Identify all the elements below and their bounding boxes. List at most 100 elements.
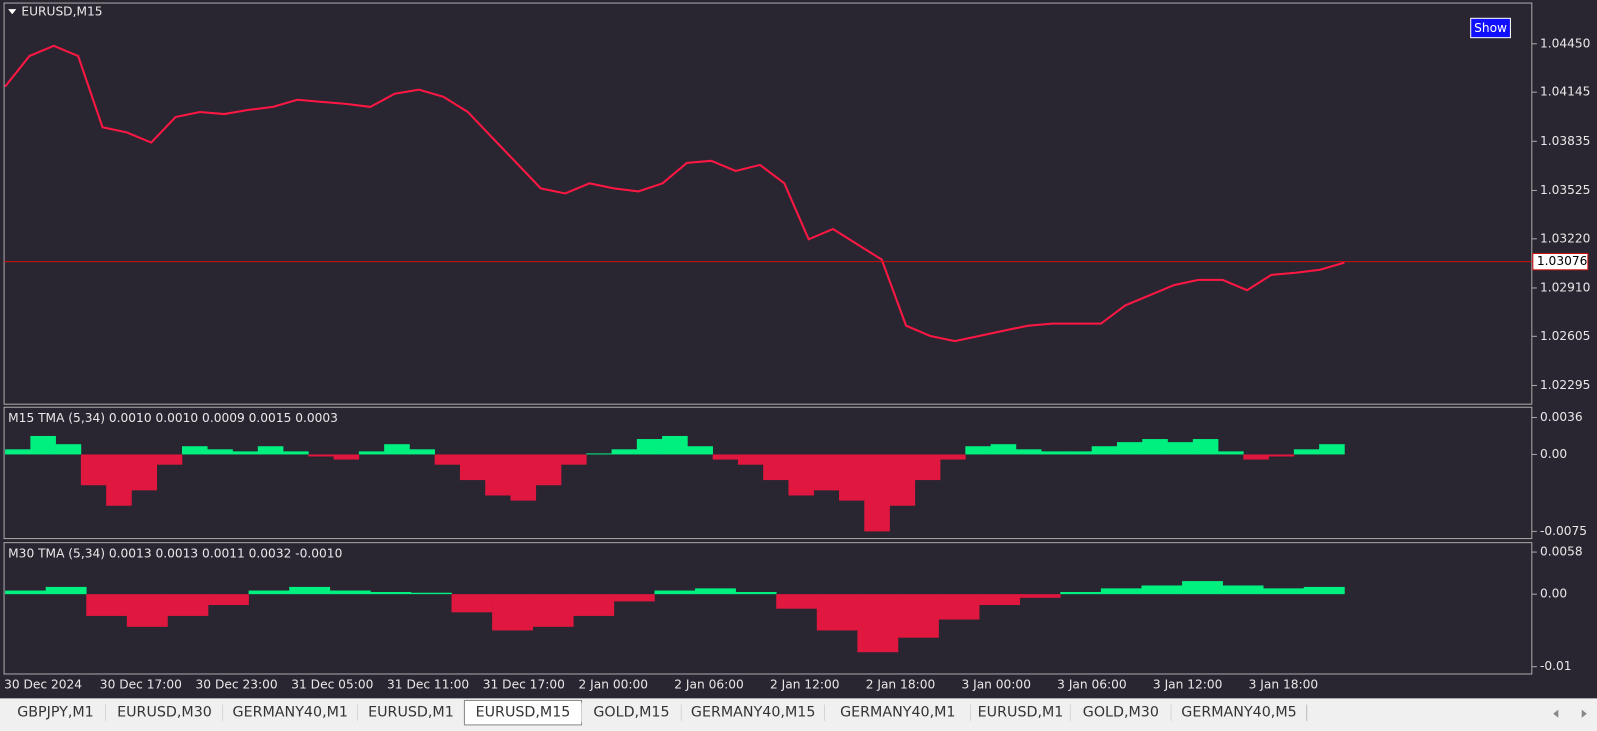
y-tick-label: 0.00 xyxy=(1540,447,1567,461)
histogram-bar xyxy=(990,444,1017,455)
time-label: 31 Dec 17:00 xyxy=(483,678,565,692)
histogram-bar xyxy=(979,594,1021,606)
histogram-bar xyxy=(55,444,82,455)
histogram-bar xyxy=(248,590,290,595)
histogram-bar xyxy=(914,454,941,481)
show-button[interactable] xyxy=(1470,17,1511,39)
tab-label[interactable]: GERMANY40,M15 xyxy=(691,705,815,721)
histogram-bar xyxy=(561,454,587,465)
histogram-bar xyxy=(532,594,574,627)
tab-label[interactable]: GERMANY40,M5 xyxy=(1181,705,1296,721)
histogram-bar xyxy=(1066,451,1093,455)
histogram-bar xyxy=(712,454,739,460)
show-button-label[interactable]: Show xyxy=(1474,21,1507,35)
tab-label[interactable]: EURUSD,M30 xyxy=(117,705,212,721)
tab[interactable] xyxy=(463,699,583,726)
time-label: 3 Jan 06:00 xyxy=(1057,678,1127,692)
time-label: 3 Jan 12:00 xyxy=(1153,678,1223,692)
time-label: 30 Dec 23:00 xyxy=(196,678,278,692)
y-tick-label: 1.02295 xyxy=(1540,378,1590,392)
histogram-bar xyxy=(1222,585,1264,595)
tab-label[interactable]: GERMANY40,M1 xyxy=(840,705,955,721)
histogram-bar xyxy=(5,590,46,595)
histogram-bar xyxy=(370,591,412,595)
y-tick-label: 1.03525 xyxy=(1540,183,1590,197)
current-price-label: 1.03076 xyxy=(1537,254,1587,268)
histogram-bar xyxy=(1167,442,1194,455)
tab[interactable] xyxy=(824,702,971,723)
time-label: 31 Dec 11:00 xyxy=(387,678,469,692)
histogram-bar xyxy=(1041,451,1067,455)
tab[interactable] xyxy=(5,702,106,723)
histogram-bar xyxy=(654,590,696,595)
histogram-bar xyxy=(289,586,331,595)
histogram-bar xyxy=(329,590,371,595)
histogram-bar xyxy=(30,435,56,455)
y-tick-label: -0.0075 xyxy=(1540,524,1587,538)
tab[interactable] xyxy=(970,702,1071,723)
histogram-bar xyxy=(451,594,493,613)
histogram-bar xyxy=(1243,454,1269,460)
histogram-bar xyxy=(86,594,128,616)
histogram-bar xyxy=(1116,442,1143,455)
tab-label[interactable]: GOLD,M15 xyxy=(593,705,669,721)
time-label: 30 Dec 17:00 xyxy=(100,678,182,692)
time-label: 2 Jan 00:00 xyxy=(579,678,649,692)
tab-label[interactable]: EURUSD,M15 xyxy=(476,705,571,721)
histogram-bar xyxy=(492,594,534,631)
collapse-icon[interactable] xyxy=(8,9,17,15)
main-panel xyxy=(3,2,1533,405)
histogram-bar xyxy=(358,451,385,455)
tabs: GBPJPY,M1 EURUSD,M30 GERMANY40,M1 EURUSD,M1… xyxy=(5,699,1308,726)
histogram-bar xyxy=(788,454,815,496)
histogram-bar xyxy=(131,454,158,491)
tab-label[interactable]: GOLD,M30 xyxy=(1083,705,1159,721)
time-label: 2 Jan 18:00 xyxy=(866,678,936,692)
histogram-bar xyxy=(1319,444,1345,455)
histogram-bar xyxy=(384,444,410,455)
y-tick-label: 1.03220 xyxy=(1540,231,1590,245)
y-tick-label: 1.03835 xyxy=(1540,134,1590,148)
tab[interactable] xyxy=(223,702,358,723)
histogram-bar xyxy=(857,594,899,653)
histogram-bar xyxy=(864,454,890,532)
histogram-bar xyxy=(940,454,966,460)
tab[interactable] xyxy=(581,702,682,723)
indicator-panel-1 xyxy=(3,406,1533,540)
chart-background xyxy=(0,0,1597,699)
histogram-bar xyxy=(938,594,980,620)
tab-label[interactable]: GERMANY40,M1 xyxy=(233,705,348,721)
tab[interactable] xyxy=(681,702,825,723)
time-label: 2 Jan 06:00 xyxy=(674,678,744,692)
histogram-bar xyxy=(1268,454,1295,457)
histogram-bar xyxy=(535,454,562,486)
y-tick-label: 1.02910 xyxy=(1540,280,1590,294)
histogram-bar xyxy=(510,454,537,501)
tab-label[interactable]: EURUSD,M1 xyxy=(368,705,454,721)
histogram-bar xyxy=(839,454,865,501)
histogram-bar xyxy=(126,594,168,627)
tab[interactable] xyxy=(1070,702,1172,723)
histogram-bar xyxy=(816,594,858,631)
histogram-bar xyxy=(776,594,818,609)
indicator-title: M15 TMA (5,34) 0.0010 0.0010 0.0009 0.00… xyxy=(8,411,338,425)
tab[interactable] xyxy=(105,702,224,723)
histogram-bar xyxy=(283,451,309,455)
y-tick-label: 0.0036 xyxy=(1540,410,1583,424)
histogram-bar xyxy=(735,591,777,595)
tab-label[interactable]: EURUSD,M1 xyxy=(978,705,1064,721)
tab[interactable] xyxy=(357,702,465,723)
histogram-bar xyxy=(1218,451,1244,455)
histogram-bar xyxy=(813,454,840,491)
histogram-bar xyxy=(1192,439,1219,455)
histogram-bar xyxy=(1303,586,1345,595)
histogram-bar xyxy=(1293,449,1320,455)
histogram-bar xyxy=(409,449,435,455)
histogram-bar xyxy=(1091,446,1118,455)
histogram-bar xyxy=(737,454,764,465)
histogram-bar xyxy=(333,454,360,460)
histogram-bar xyxy=(410,592,452,595)
tab[interactable] xyxy=(1171,702,1307,723)
tab-label[interactable]: GBPJPY,M1 xyxy=(17,705,94,721)
time-label: 2 Jan 12:00 xyxy=(770,678,840,692)
